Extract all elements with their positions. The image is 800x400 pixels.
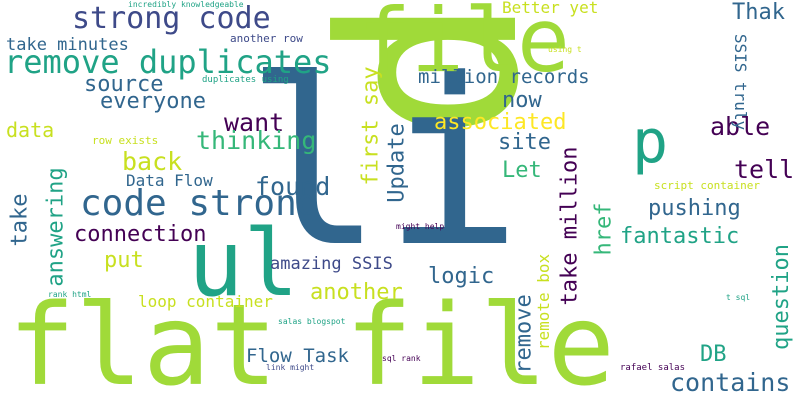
word-cloud-word: rank html: [48, 290, 92, 299]
word-cloud-word: script container: [654, 179, 760, 192]
word-cloud-word: might help: [396, 222, 445, 231]
word-cloud-word: loop container: [138, 292, 273, 311]
word-cloud-word: flat file: [8, 281, 615, 400]
word-cloud-word: remove: [511, 294, 537, 374]
word-cloud-word: Data Flow: [126, 171, 213, 190]
word-cloud-word: source: [84, 72, 164, 97]
word-cloud-word: associated: [434, 110, 567, 135]
word-cloud-word: everyone: [100, 89, 206, 114]
word-cloud-word: contains: [670, 368, 791, 397]
word-cloud-word: want: [224, 108, 285, 137]
word-cloud-word: take million: [556, 146, 582, 306]
word-cloud-word: remove duplicates: [4, 43, 332, 81]
word-cloud-word: first say: [358, 66, 384, 186]
word-cloud-word: put: [104, 248, 144, 273]
word-cloud-word: able: [710, 112, 771, 141]
word-cloud-word: pushing: [648, 196, 741, 221]
word-cloud-word: t sql: [726, 293, 751, 302]
word-cloud-word: thinking: [196, 126, 317, 155]
word-cloud-word: using t: [548, 45, 582, 54]
word-cloud-word: rafael salas: [620, 363, 686, 373]
word-cloud-word: Flow Task: [246, 345, 349, 367]
word-cloud-word: salas blogspot: [278, 317, 346, 326]
word-cloud-word: tell: [734, 155, 795, 184]
word-cloud-word: ul: [188, 210, 299, 317]
word-cloud-word: another row: [230, 32, 303, 45]
word-cloud-word: Thak: [732, 0, 785, 25]
word-cloud-word: Let: [502, 158, 542, 183]
word-cloud-word: found: [255, 172, 331, 201]
word-cloud-word: row exists: [92, 134, 159, 147]
word-cloud-word: Better yet: [502, 0, 599, 17]
word-cloud-word: incredibly knowledgeable: [128, 0, 244, 9]
word-cloud-word: connection: [74, 222, 207, 247]
word-cloud-word: remote box: [534, 253, 554, 351]
word-cloud-word: code strong: [80, 183, 319, 224]
word-cloud-word: now: [502, 88, 542, 113]
word-cloud-word: link might: [266, 363, 315, 372]
word-cloud-word: amazing SSIS: [270, 254, 393, 274]
word-cloud-word: million records: [418, 66, 590, 88]
word-cloud-word: duplicates using: [202, 75, 289, 85]
word-cloud-word: p: [632, 107, 669, 177]
word-cloud-word: another: [310, 280, 403, 305]
word-cloud-word: DB: [700, 342, 727, 367]
word-cloud-word: fantastic: [620, 224, 740, 249]
word-cloud-word: Update: [384, 123, 410, 203]
word-cloud-word: take: [6, 193, 32, 247]
word-cloud-word: answering: [43, 167, 69, 287]
word-cloud-word: site: [498, 130, 551, 155]
word-cloud-word: href: [590, 202, 616, 256]
word-cloud-word: logic: [428, 264, 495, 289]
word-cloud-word: data: [6, 118, 55, 142]
word-cloud-word: sql rank: [382, 354, 421, 363]
word-cloud-word: li: [245, 31, 522, 298]
word-cloud-word: back: [122, 147, 183, 176]
word-cloud-word: question: [768, 244, 794, 350]
word-cloud-word: take minutes: [6, 35, 129, 55]
word-cloud-word: file: [358, 0, 570, 92]
word-cloud-word: SSIS truly: [731, 33, 751, 131]
word-cloud-word: strong code: [72, 1, 271, 36]
